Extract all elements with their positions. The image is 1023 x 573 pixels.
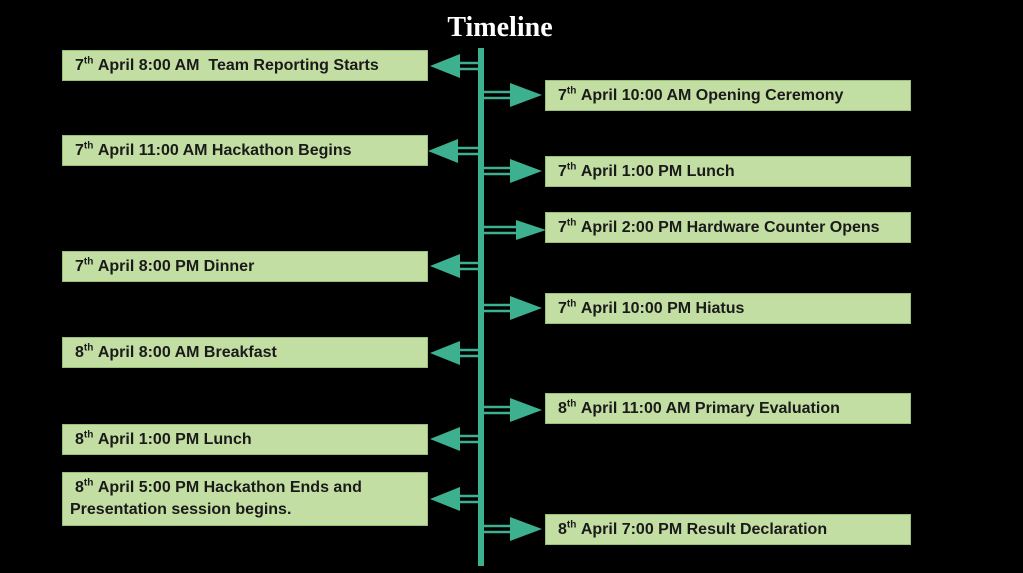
event-text: April 1:00 PM Lunch: [580, 162, 735, 180]
arrowhead-6: [430, 254, 460, 278]
arrowhead-12: [510, 517, 542, 541]
event-text: April 11:00 AM Hackathon Begins: [97, 141, 352, 159]
event-box: 7th April 2:00 PM Hardware Counter Opens: [545, 212, 911, 243]
event-box: 7th April 10:00 AM Opening Ceremony: [545, 80, 911, 111]
event-date-day: 7th: [75, 55, 94, 74]
event-text: April 8:00 AM Breakfast: [97, 343, 277, 361]
arrowhead-1: [430, 54, 460, 78]
event-box: 8th April 1:00 PM Lunch: [62, 424, 428, 455]
event-date-day: 8th: [558, 519, 577, 538]
event-box: 8th April 7:00 PM Result Declaration: [545, 514, 911, 545]
arrowhead-3: [428, 139, 458, 163]
event-text: April 8:00 PM Dinner: [97, 257, 255, 275]
event-box: 7th April 8:00 PM Dinner: [62, 251, 428, 282]
event-date-day: 7th: [75, 256, 94, 275]
arrowhead-10: [430, 427, 460, 451]
arrowhead-4: [510, 159, 542, 183]
event-date-day: 7th: [75, 140, 94, 159]
event-text: April 10:00 PM Hiatus: [580, 299, 745, 317]
arrowhead-11: [430, 487, 460, 511]
arrowhead-8: [430, 341, 460, 365]
event-date-day: 8th: [75, 342, 94, 361]
event-text: April 1:00 PM Lunch: [97, 430, 252, 448]
event-text: April 2:00 PM Hardware Counter Opens: [580, 218, 880, 236]
event-date-day: 8th: [75, 429, 94, 448]
event-text: April 8:00 AM Team Reporting Starts: [97, 56, 379, 74]
event-box: 8th April 11:00 AM Primary Evaluation: [545, 393, 911, 424]
event-box: 7th April 11:00 AM Hackathon Begins: [62, 135, 428, 166]
event-box: 8th April 5:00 PM Hackathon Ends and Pre…: [62, 472, 428, 526]
event-box: 7th April 8:00 AM Team Reporting Starts: [62, 50, 428, 81]
event-text: April 11:00 AM Primary Evaluation: [580, 399, 840, 417]
event-date-day: 7th: [558, 217, 577, 236]
arrowhead-5: [516, 220, 546, 240]
event-box: 7th April 10:00 PM Hiatus: [545, 293, 911, 324]
timeline-title: Timeline: [447, 12, 553, 43]
arrowhead-7: [510, 296, 542, 320]
event-date-day: 7th: [558, 85, 577, 104]
event-date-day: 8th: [558, 398, 577, 417]
event-text: April 10:00 AM Opening Ceremony: [580, 86, 844, 104]
event-text: April 7:00 PM Result Declaration: [580, 520, 828, 538]
event-date-day: 7th: [558, 298, 577, 317]
event-text-line2: Presentation session begins.: [70, 501, 292, 518]
arrowhead-9: [510, 398, 542, 422]
event-text: April 5:00 PM Hackathon Ends and: [97, 479, 362, 496]
arrowhead-2: [510, 83, 542, 107]
event-date-day: 7th: [558, 161, 577, 180]
event-box: 7th April 1:00 PM Lunch: [545, 156, 911, 187]
event-box: 8th April 8:00 AM Breakfast: [62, 337, 428, 368]
event-date-day: 8th: [75, 477, 94, 496]
timeline-axis: [478, 48, 484, 566]
